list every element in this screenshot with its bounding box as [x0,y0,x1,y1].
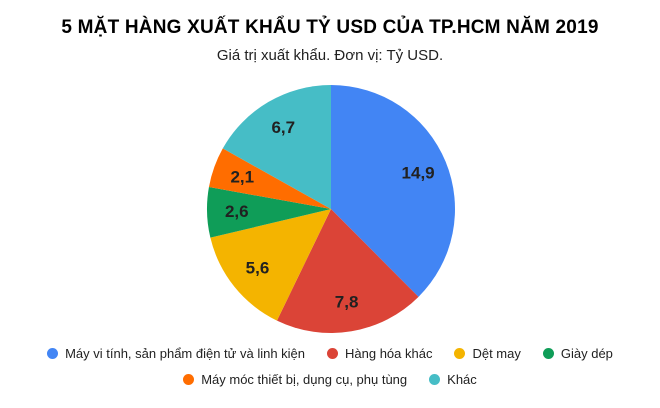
legend-label: Khác [447,372,477,387]
legend-item-5: Khác [429,369,477,390]
legend-item-1: Hàng hóa khác [327,343,432,364]
legend-dot-icon [47,348,59,359]
slice-value-label-4: 2,1 [230,168,254,187]
pie-chart: 14,9 7,8 5,6 2,6 2,1 6,7 [206,84,455,333]
pie-slice-3 [206,187,331,238]
pie-slice-0 [331,85,455,297]
slice-value-label-3: 2,6 [225,202,249,221]
slice-value-label-1: 7,8 [335,292,359,311]
slice-value-label-2: 5,6 [246,259,270,278]
legend-item-3: Giày dép [542,343,613,364]
legend-item-4: Máy móc thiết bị, dụng cụ, phụ tùng [183,369,407,390]
legend-item-2: Dệt may [454,343,521,364]
slice-value-label-5: 6,7 [271,118,295,137]
legend-label: Máy móc thiết bị, dụng cụ, phụ tùng [201,372,408,387]
legend-dot-icon [542,348,554,359]
legend-dot-icon [429,374,441,385]
legend-dot-icon [183,374,195,385]
chart-title: 5 MẶT HÀNG XUẤT KHẨU TỶ USD CỦA TP.HCM N… [61,17,599,38]
legend-item-0: Máy vi tính, sản phẩm điện tử và linh ki… [47,343,305,364]
slice-value-label-0: 14,9 [402,164,435,183]
pie-slice-1 [276,209,419,333]
pie-slice-4 [208,148,331,209]
pie-slice-2 [210,209,331,321]
pie-slice-5 [222,84,331,209]
chart-legend: Máy vi tính, sản phẩm điện tử và linh ki… [0,343,660,390]
legend-label: Giày dép [560,346,613,361]
legend-label: Dệt may [472,346,521,361]
legend-label: Máy vi tính, sản phẩm điện tử và linh ki… [65,346,306,361]
chart-subtitle: Giá trị xuất khẩu. Đơn vị: Tỷ USD. [216,46,444,64]
legend-dot-icon [454,348,466,359]
legend-dot-icon [327,348,339,359]
legend-label: Hàng hóa khác [345,346,433,361]
